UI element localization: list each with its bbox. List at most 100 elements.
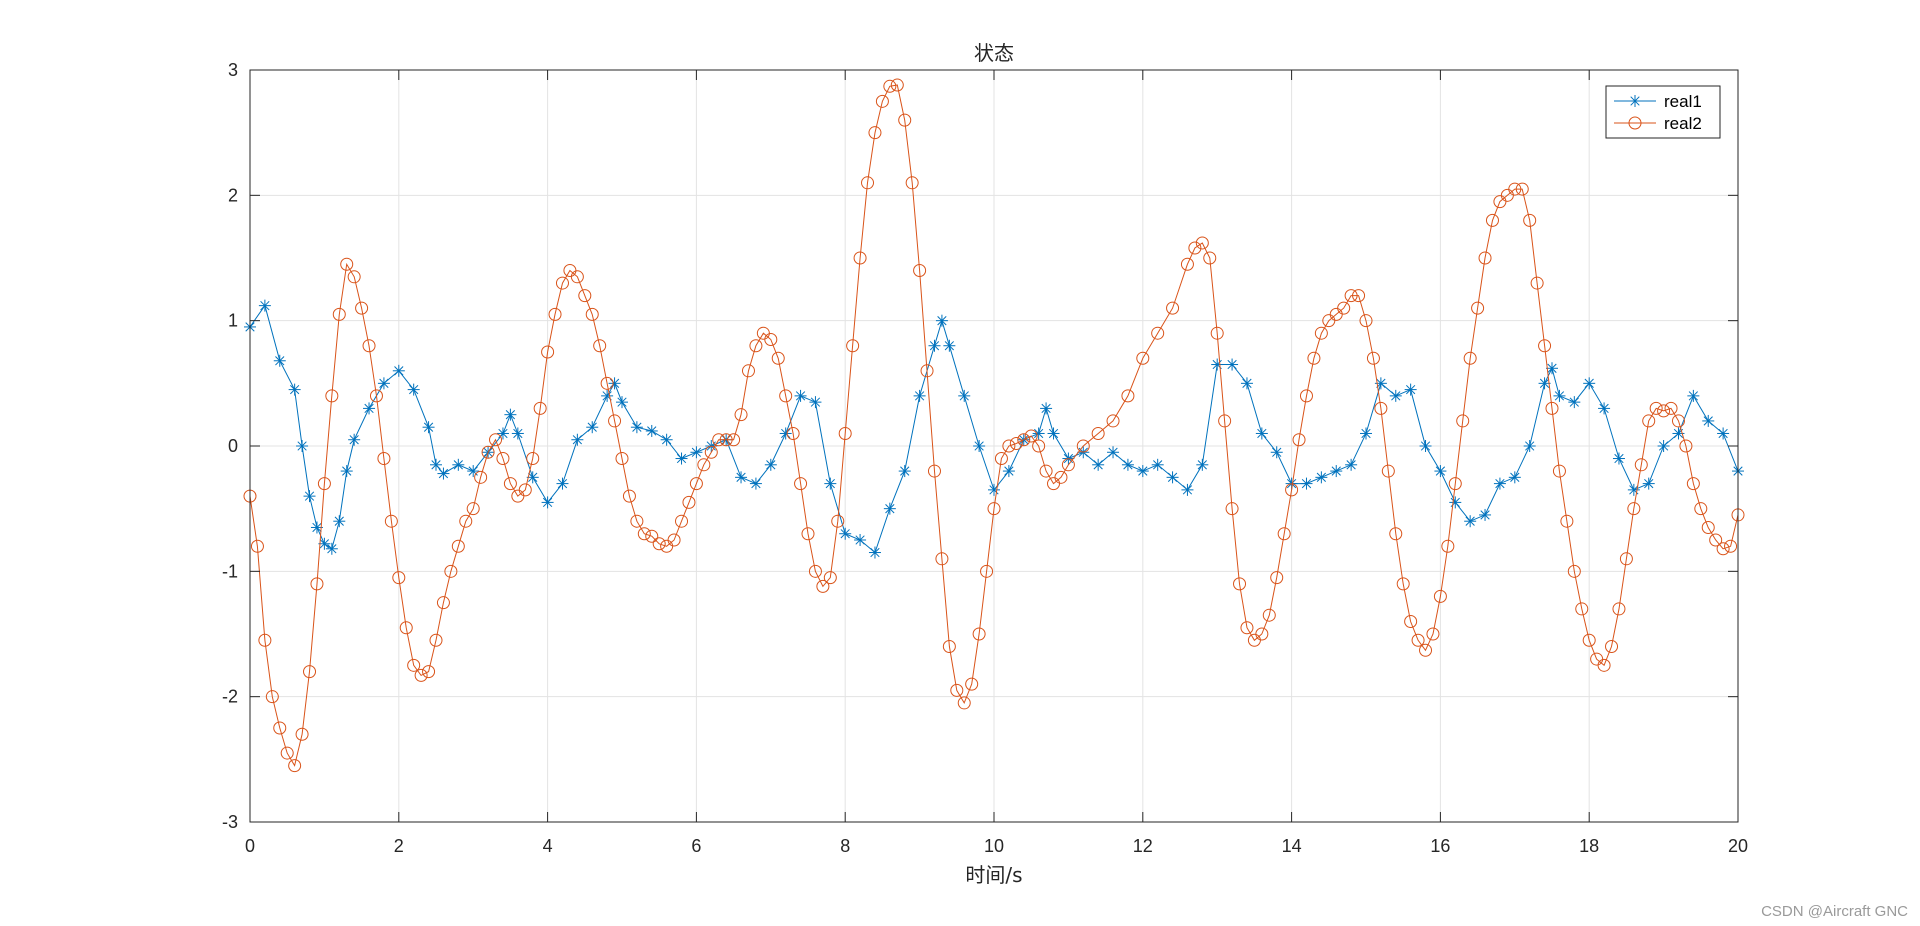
point-real1 [318,537,331,550]
point-real2 [310,577,324,591]
point-real1 [422,421,435,434]
point-real2 [444,564,458,578]
point-real2 [1575,602,1589,616]
point-real1 [504,408,517,421]
point-real1 [608,377,621,390]
point-real1 [1657,440,1670,452]
x-tick-label: 16 [1430,836,1450,856]
point-real2 [1419,643,1433,657]
point-real1 [1032,427,1045,440]
point-real2 [675,514,689,528]
x-tick-label: 0 [245,836,255,856]
point-real2 [1166,301,1180,315]
x-tick-label: 4 [543,836,553,856]
point-real2 [1433,589,1447,603]
point-real2 [332,307,346,321]
point-real2 [1381,464,1395,478]
point-real1 [586,421,599,434]
point-real2 [1225,502,1239,516]
point-real2 [384,514,398,528]
point-real2 [704,445,718,459]
y-tick-label: 2 [228,185,238,205]
point-real2 [1404,614,1418,628]
point-real1 [392,364,405,377]
point-real2 [1530,276,1544,290]
point-real1 [1508,471,1521,484]
point-real2 [823,571,837,585]
point-real2 [1024,429,1038,443]
point-real2 [965,677,979,691]
point-real1 [273,354,286,367]
point-real2 [1218,414,1232,428]
point-real2 [1649,401,1663,415]
point-real1 [1092,458,1105,471]
point-real2 [980,564,994,578]
point-real1 [303,490,316,503]
point-real2 [1076,439,1090,453]
point-real2 [615,452,629,466]
point-real2 [697,458,711,472]
point-real1 [1151,458,1164,471]
point-real1 [452,458,465,471]
point-real1 [258,299,271,312]
point-real1 [854,534,867,546]
point-real2 [846,339,860,353]
point-real2 [1344,289,1358,303]
point-real1 [735,471,748,484]
point-real1 [809,396,822,409]
x-tick-label: 2 [394,836,404,856]
point-real2 [712,433,726,447]
point-real2 [317,477,331,491]
point-real1 [1047,427,1060,440]
point-real1 [1598,402,1611,415]
point-real2 [1121,389,1135,403]
point-real2 [1411,633,1425,647]
point-real1 [1553,389,1566,402]
point-real2 [749,339,763,353]
point-real2 [355,301,369,315]
point-real2 [1292,433,1306,447]
point-real2 [288,759,302,773]
point-real2 [794,477,808,491]
point-real2 [1240,621,1254,635]
point-real2 [1679,439,1693,453]
point-real1 [1211,358,1224,371]
legend-item-real1: real1 [1614,92,1702,111]
point-real1 [1419,440,1432,452]
point-real2 [1605,640,1619,654]
point-real2 [1552,464,1566,478]
point-real2 [1262,608,1276,622]
point-real1 [1136,465,1149,478]
series-real2 [243,78,1745,773]
point-real2 [1612,602,1626,616]
point-real2 [622,489,636,503]
point-real2 [1426,627,1440,641]
point-real2 [1017,433,1031,447]
point-real2 [1545,401,1559,415]
point-real2 [950,683,964,697]
point-real2 [555,276,569,290]
point-real1 [1166,471,1179,484]
point-real2 [957,696,971,710]
point-real2 [362,339,376,353]
point-real2 [1203,251,1217,265]
point-real2 [1485,213,1499,227]
point-real2 [585,307,599,321]
point-real2 [1233,577,1247,591]
point-real1 [883,502,896,515]
point-real1 [1226,358,1239,371]
point-real1 [630,421,643,434]
point-real2 [1538,339,1552,353]
point-real1 [1538,377,1551,390]
x-tick-label: 10 [984,836,1004,856]
point-real1 [541,496,554,509]
point-real2 [734,408,748,422]
point-real2 [875,94,889,108]
point-real1 [1002,465,1015,478]
point-real2 [325,389,339,403]
point-real1 [928,339,941,352]
point-real2 [1619,552,1633,566]
point-real2 [1359,314,1373,328]
point-real2 [1180,257,1194,271]
point-real2 [1009,436,1023,450]
